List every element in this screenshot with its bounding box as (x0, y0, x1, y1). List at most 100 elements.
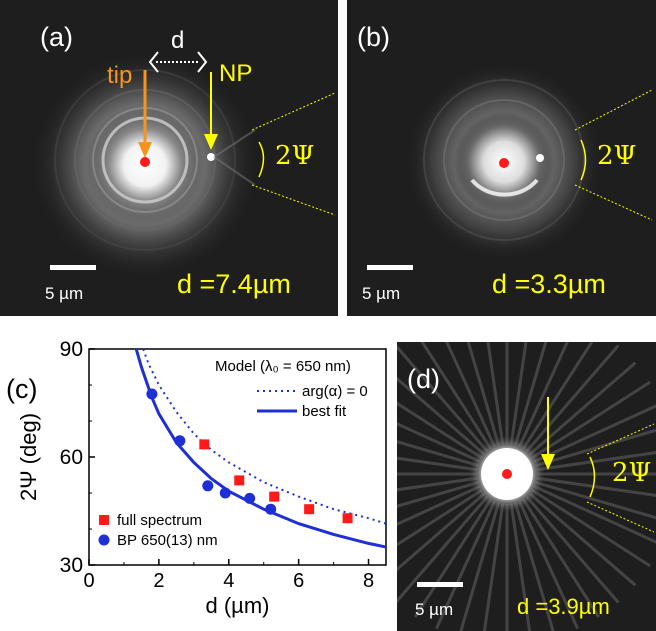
scale-label: 5 µm (45, 284, 84, 303)
ray-line (397, 440, 479, 467)
ray-line (466, 342, 500, 446)
point-full-spectrum (234, 475, 245, 486)
ray-line (397, 344, 489, 453)
ray-line (536, 451, 656, 472)
ray-line (521, 498, 601, 618)
point-full-spectrum (199, 439, 210, 450)
ray-line (459, 502, 500, 631)
ray-line (533, 404, 656, 463)
point-bp-650 (265, 503, 277, 515)
ray-line (509, 342, 528, 445)
y-axis-label: 2Ψ (deg) (16, 413, 41, 501)
panel-b-label: (b) (357, 22, 390, 52)
point-bp-650 (219, 487, 231, 499)
point-bp-650 (202, 480, 214, 492)
ray-line (397, 456, 478, 472)
point-bp-650 (146, 388, 158, 400)
x-tick-label: 6 (293, 570, 304, 592)
panel-c-label: (c) (6, 374, 37, 404)
x-tick-label: 4 (223, 570, 234, 592)
ray-line (518, 500, 579, 630)
distance-label: d =3.9µm (517, 594, 610, 619)
y-tick-label: 90 (60, 338, 83, 361)
legend-label: best fit (302, 403, 347, 420)
scale-bar (50, 265, 96, 270)
ray-line (531, 380, 651, 460)
scale-bar (367, 265, 413, 270)
tip-marker (502, 469, 512, 479)
point-bp-650 (174, 435, 186, 447)
angle-guide-bottom (251, 184, 336, 216)
angle-arc (258, 141, 265, 178)
point-full-spectrum (269, 491, 280, 502)
tip-marker (140, 157, 150, 167)
legend-marker (98, 534, 110, 546)
ray-line (531, 488, 651, 568)
distance-label: d =7.4µm (177, 269, 291, 299)
angle-guide-top (586, 423, 655, 455)
ray-line (518, 342, 569, 448)
angle-label: 2Ψ (612, 458, 652, 488)
d-symbol: d (171, 27, 185, 54)
ray-line (397, 476, 478, 492)
panel-a-label: (a) (40, 22, 73, 52)
ray-line (397, 488, 483, 547)
angle-label: 2Ψ (597, 141, 637, 171)
ray-line (397, 495, 489, 604)
x-tick-label: 0 (83, 570, 94, 592)
scale-label: 5 µm (362, 284, 401, 303)
ray-line (397, 485, 481, 526)
np-label: NP (219, 60, 253, 87)
ray-line (514, 342, 548, 446)
ray-line (445, 342, 496, 448)
panel-d: (d) 2Ψ 5 µm d =3.9µm (397, 342, 656, 631)
ray-line (533, 485, 656, 544)
distance-label: d =3.3µm (492, 269, 606, 299)
x-tick-label: 8 (363, 570, 374, 592)
angle-guide-top (574, 89, 653, 131)
scale-label: 5 µm (415, 600, 454, 619)
angle-arc (580, 139, 587, 181)
curve-arg-alpha-zero (142, 349, 386, 525)
angle-guide-bottom (586, 501, 655, 533)
ray-line (509, 503, 532, 631)
ray-line (397, 401, 483, 460)
panel-a-image (0, 0, 338, 316)
ray-line (397, 492, 486, 572)
point-full-spectrum (342, 513, 353, 524)
tip-label: tip (107, 62, 133, 89)
scale-bar (417, 582, 463, 587)
panel-a: (a) tip NP d 2Ψ 5 µm d =7.4µm (0, 0, 338, 316)
point-full-spectrum (304, 504, 315, 515)
ray-line (535, 481, 656, 520)
point-bp-650 (244, 492, 256, 504)
ray-line (535, 428, 656, 467)
panel-d-label: (d) (407, 364, 440, 394)
ray-line (435, 500, 496, 630)
panel-b-image (347, 0, 656, 316)
legend-marker (99, 515, 109, 525)
ray-line (525, 495, 620, 604)
ray-line (482, 503, 505, 631)
angle-arc (589, 456, 596, 498)
panel-b: (b) 2Ψ 5 µm d =3.3µm (347, 0, 656, 316)
angle-label: 2Ψ (275, 141, 315, 171)
tip-marker (499, 158, 509, 168)
x-tick-label: 2 (153, 570, 164, 592)
ray-line (413, 498, 493, 618)
y-tick-label: 60 (60, 446, 83, 469)
interference-rays (397, 342, 656, 631)
ray-line (536, 476, 656, 497)
legend-label: arg(α) = 0 (302, 383, 368, 400)
ray-line (525, 344, 620, 453)
legend-label: BP 650(13) nm (117, 532, 218, 549)
ray-line (514, 502, 555, 631)
ray-line (528, 492, 637, 587)
ray-line (521, 342, 594, 450)
ray-line (420, 342, 493, 450)
angle-guide-top (251, 92, 336, 131)
legend-label: full spectrum (117, 512, 202, 529)
ray-line (397, 481, 479, 508)
chart-c: 0 2 4 6 8 30 60 90 Model (λ₀ = 650 nm) arg(α) = 0… (6, 338, 387, 618)
legend-header: Model (λ₀ = 650 nm) (215, 358, 351, 375)
